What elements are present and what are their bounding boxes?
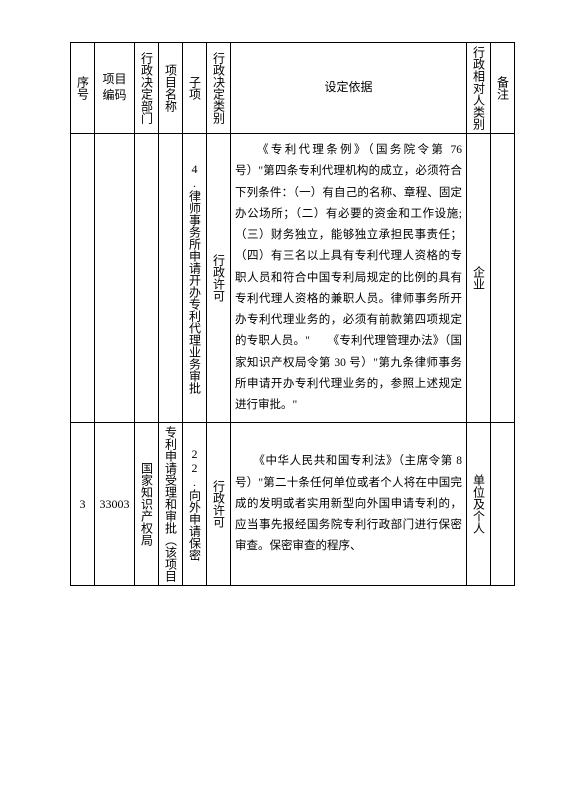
col-subitem: 子项	[183, 43, 207, 134]
cell-code: 33003	[95, 423, 135, 586]
table-row: 3 33003 国家知识产权局 专利申请受理和审批（该项目 22.向外申请保密 …	[71, 423, 515, 586]
cell-dept	[135, 134, 159, 423]
admin-table: 序号 项目编码 行政决定部门 项目名称 子项 行政决定类别 设定依据 行政相对人…	[70, 42, 515, 586]
col-category: 行政决定类别	[207, 43, 231, 134]
cell-party: 单位及个人	[467, 423, 491, 586]
table-body: 4.律师事务所申请开办专利代理业务审批 行政许可 《专利代理条例》（国务院令第 …	[71, 134, 515, 586]
cell-seq	[71, 134, 95, 423]
table-header: 序号 项目编码 行政决定部门 项目名称 子项 行政决定类别 设定依据 行政相对人…	[71, 43, 515, 134]
cell-name: 专利申请受理和审批（该项目	[159, 423, 183, 586]
cell-subitem: 22.向外申请保密	[183, 423, 207, 586]
col-code: 项目编码	[95, 43, 135, 134]
cell-code	[95, 134, 135, 423]
cell-subitem: 4.律师事务所申请开办专利代理业务审批	[183, 134, 207, 423]
table-row: 4.律师事务所申请开办专利代理业务审批 行政许可 《专利代理条例》（国务院令第 …	[71, 134, 515, 423]
col-party: 行政相对人类别	[467, 43, 491, 134]
document-page: 序号 项目编码 行政决定部门 项目名称 子项 行政决定类别 设定依据 行政相对人…	[0, 0, 565, 800]
col-name: 项目名称	[159, 43, 183, 134]
col-dept: 行政决定部门	[135, 43, 159, 134]
cell-remark	[491, 134, 515, 423]
col-basis: 设定依据	[231, 43, 467, 134]
cell-basis: 《中华人民共和国专利法》（主席令第 8 号）"第二十条任何单位或者个人将在中国完…	[231, 423, 467, 586]
cell-name	[159, 134, 183, 423]
col-remark: 备注	[491, 43, 515, 134]
cell-category: 行政许可	[207, 134, 231, 423]
cell-dept: 国家知识产权局	[135, 423, 159, 586]
cell-party: 企业	[467, 134, 491, 423]
cell-basis: 《专利代理条例》（国务院令第 76 号）"第四条专利代理机构的成立，必须符合下列…	[231, 134, 467, 423]
cell-category: 行政许可	[207, 423, 231, 586]
cell-seq: 3	[71, 423, 95, 586]
col-seq: 序号	[71, 43, 95, 134]
cell-remark	[491, 423, 515, 586]
